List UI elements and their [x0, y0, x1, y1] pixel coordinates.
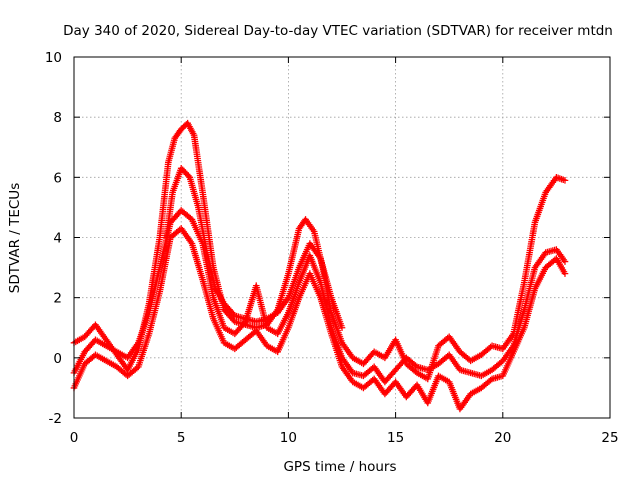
y-tick-label: 4	[53, 231, 62, 247]
y-tick-label: 8	[53, 110, 62, 126]
data-point	[133, 364, 141, 372]
data-point	[561, 258, 569, 265]
x-tick-label: 20	[494, 430, 511, 446]
data-point	[561, 177, 569, 184]
data-point	[487, 376, 494, 384]
x-tick-label: 5	[177, 430, 186, 446]
y-tick-label: 6	[53, 170, 62, 186]
data-point	[180, 168, 188, 175]
x-tick-label: 25	[601, 430, 618, 446]
y-tick-label: 2	[53, 291, 62, 307]
data-marks	[70, 119, 569, 413]
axis-ticks	[73, 56, 611, 419]
x-tick-label: 10	[280, 430, 297, 446]
data-point	[338, 324, 346, 332]
x-tick-label: 0	[70, 430, 79, 446]
y-axis-label: SDTVAR / TECUs	[7, 183, 23, 293]
data-point	[185, 172, 192, 180]
data-point	[182, 169, 189, 177]
x-tick-label: 15	[387, 430, 404, 446]
data-point	[177, 165, 185, 172]
data-point	[412, 368, 419, 375]
data-point	[561, 270, 569, 277]
y-tick-label: 10	[45, 50, 62, 66]
chart-title: Day 340 of 2020, Sidereal Day-to-day VTE…	[63, 23, 613, 39]
series-4	[162, 165, 346, 332]
series-3	[70, 225, 569, 413]
data-point	[179, 166, 186, 174]
data-point	[412, 362, 419, 369]
tick-labels: 0 5 10 15 20 25 -2 0 2 4 6 8 10	[45, 50, 619, 446]
x-axis-label: GPS time / hours	[283, 459, 396, 475]
data-point	[183, 171, 191, 178]
y-tick-label: -2	[49, 411, 62, 427]
y-tick-label: 0	[53, 351, 62, 367]
